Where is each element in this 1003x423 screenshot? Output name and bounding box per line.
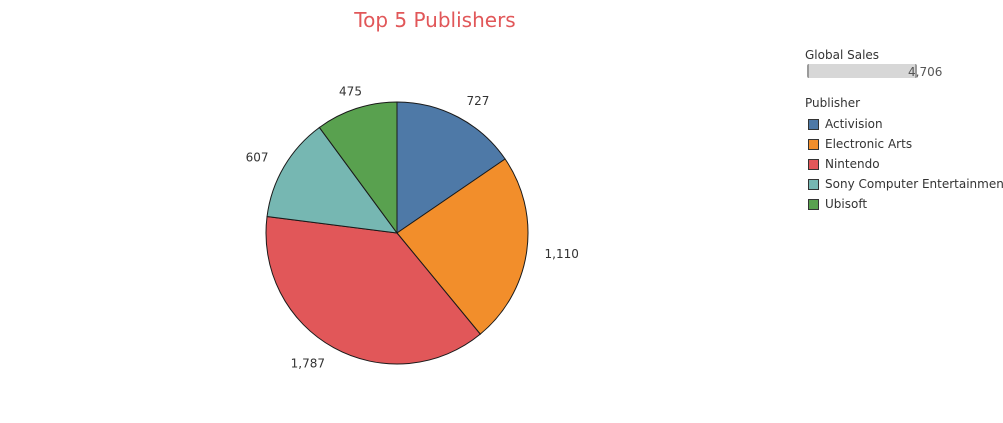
legend-swatch (808, 178, 819, 190)
data-label-nintendo: 1,787 (291, 357, 325, 371)
legend-swatch (808, 138, 819, 150)
data-label-activision: 727 (467, 94, 490, 108)
legend-item-sony-computer-entertainment[interactable]: Sony Computer Entertainment (808, 174, 1003, 194)
legend-label: Electronic Arts (825, 137, 913, 151)
size-legend-title: Global Sales (805, 48, 880, 62)
data-label-sony-computer-entertainment: 607 (246, 151, 269, 165)
legend-item-electronic-arts[interactable]: Electronic Arts (808, 134, 1003, 154)
data-label-electronic-arts: 1,110 (545, 247, 579, 261)
legend-swatch (808, 198, 819, 210)
color-legend-title: Publisher (805, 96, 861, 110)
pie-slice-sony-computer-entertainment[interactable] (266, 126, 399, 234)
pie-slice-electronic-arts[interactable] (396, 158, 529, 335)
legend-label: Activision (825, 117, 883, 131)
size-legend-bar (807, 64, 917, 78)
pie-slice-nintendo[interactable] (265, 215, 481, 365)
legend-item-activision[interactable]: Activision (808, 114, 1003, 134)
legend-label: Sony Computer Entertainment (825, 177, 1003, 191)
legend-swatch (808, 158, 819, 170)
color-legend: Activision Electronic Arts Nintendo Sony… (808, 114, 1003, 214)
pie-slice-activision[interactable] (396, 101, 506, 234)
legend-item-nintendo[interactable]: Nintendo (808, 154, 1003, 174)
legend-label: Nintendo (825, 157, 880, 171)
size-legend-value: 4,706 (908, 65, 943, 79)
chart-title: Top 5 Publishers (354, 8, 516, 32)
data-label-ubisoft: 475 (339, 84, 362, 98)
legend-label: Ubisoft (825, 197, 868, 211)
legend-swatch (808, 118, 819, 130)
pie-chart: 727 1,110 1,787 607 475 (246, 84, 579, 371)
legend-item-ubisoft[interactable]: Ubisoft (808, 194, 1003, 214)
pie-slice-ubisoft[interactable] (318, 101, 398, 235)
